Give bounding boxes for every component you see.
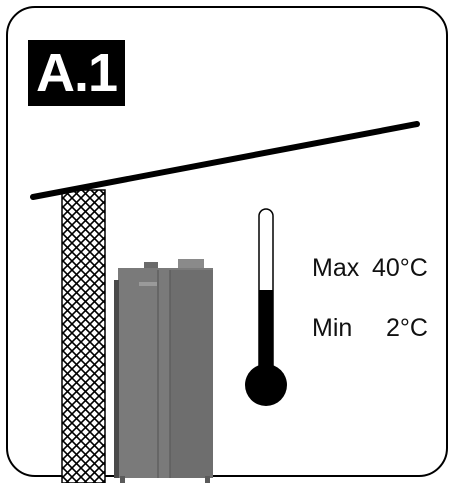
hatched-wall-icon: [61, 189, 106, 483]
min-temp-value: 2°C: [386, 314, 428, 342]
max-temp-label: Max: [312, 254, 360, 282]
thermometer-icon: [245, 208, 287, 406]
max-temp-value: 40°C: [372, 254, 428, 282]
diagram-frame: [6, 6, 448, 477]
section-badge: A.1: [28, 40, 125, 106]
min-temp-label: Min: [312, 314, 353, 342]
boiler-unit-icon: [114, 259, 213, 483]
thermometer-mercury: [259, 290, 273, 380]
roof-shelter-icon: [30, 121, 420, 200]
